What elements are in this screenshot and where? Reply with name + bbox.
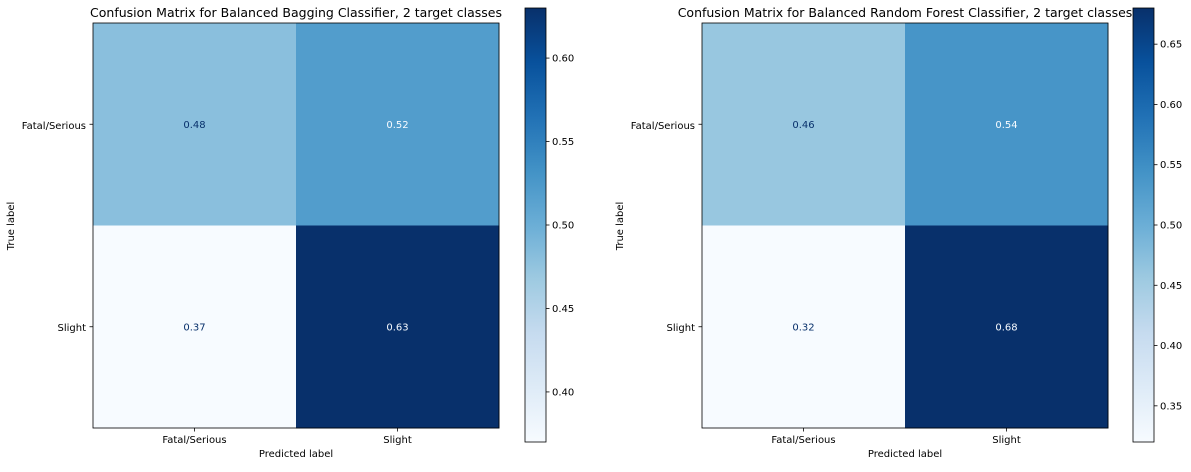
heatmap-cell: [702, 23, 906, 226]
colorbar-tick-label: 0.60: [1160, 100, 1182, 111]
x-axis-label: Predicted label: [868, 449, 942, 460]
x-tick-label: Fatal/Serious: [771, 435, 835, 446]
cell-value-label: 0.63: [386, 322, 408, 333]
colorbar-tick-label: 0.65: [1160, 40, 1182, 51]
chart-title: Confusion Matrix for Balanced Random For…: [678, 5, 1133, 20]
heatmap-cell: [905, 23, 1109, 226]
x-tick-label: Slight: [383, 435, 412, 446]
heatmap-cell: [296, 225, 500, 429]
colorbar: [1132, 7, 1155, 443]
cell-value-label: 0.37: [183, 322, 205, 333]
y-axis-label: True label: [615, 202, 626, 252]
chart-panel-random-forest: Confusion Matrix for Balanced Random For…: [615, 5, 1182, 460]
colorbar-tick-label: 0.45: [1160, 281, 1182, 292]
y-tick-label: Slight: [57, 323, 86, 334]
colorbar-tick-label: 0.50: [552, 221, 574, 232]
colorbar-tick-label: 0.40: [1160, 341, 1182, 352]
cell-value-label: 0.68: [995, 322, 1017, 333]
colorbar-tick-label: 0.35: [1160, 401, 1182, 412]
x-tick-label: Slight: [992, 435, 1021, 446]
colorbar-tick-label: 0.55: [552, 137, 574, 148]
heatmap-cell: [702, 225, 906, 429]
cell-value-label: 0.48: [183, 120, 205, 131]
y-axis-label: True label: [6, 202, 17, 252]
colorbar-tick-label: 0.50: [1160, 221, 1182, 232]
x-axis-label: Predicted label: [259, 449, 333, 460]
chart-panel-bagging: Confusion Matrix for Balanced Bagging Cl…: [6, 5, 574, 460]
cell-value-label: 0.46: [792, 120, 814, 131]
chart-title: Confusion Matrix for Balanced Bagging Cl…: [90, 5, 502, 20]
colorbar-tick-label: 0.55: [1160, 160, 1182, 171]
cell-value-label: 0.54: [995, 120, 1017, 131]
heatmap-cell: [905, 225, 1109, 429]
heatmap-cell: [296, 23, 500, 226]
colorbar: [524, 7, 547, 443]
heatmap-cell: [93, 23, 297, 226]
y-tick-label: Fatal/Serious: [22, 121, 86, 132]
x-tick-label: Fatal/Serious: [162, 435, 226, 446]
colorbar-tick-label: 0.40: [552, 387, 574, 398]
plot-frame: [701, 22, 1109, 429]
y-tick-label: Fatal/Serious: [631, 121, 695, 132]
heatmap-cell: [93, 225, 297, 429]
cell-value-label: 0.32: [792, 322, 814, 333]
cell-value-label: 0.52: [386, 120, 408, 131]
colorbar-tick-label: 0.45: [552, 304, 574, 315]
y-tick-label: Slight: [666, 323, 695, 334]
plot-frame: [92, 22, 500, 429]
colorbar-tick-label: 0.60: [552, 54, 574, 65]
